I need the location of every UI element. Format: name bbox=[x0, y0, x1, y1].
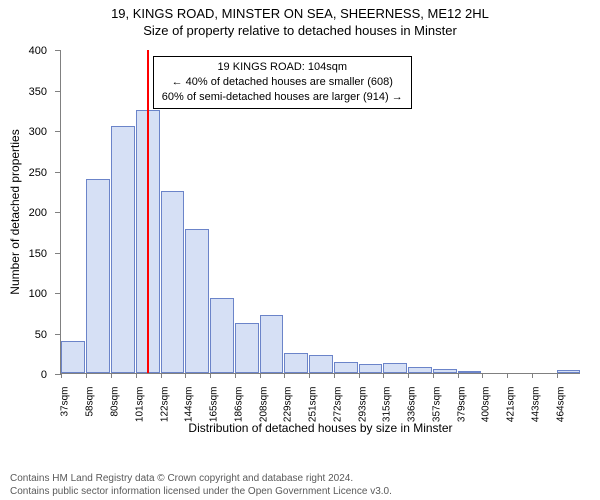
histogram-bar bbox=[359, 364, 383, 373]
y-axis-label: Number of detached properties bbox=[8, 129, 22, 294]
y-tick: 0 bbox=[55, 374, 61, 375]
callout-line: 60% of semi-detached houses are larger (… bbox=[162, 90, 403, 105]
histogram-bar bbox=[408, 367, 432, 373]
histogram-bar bbox=[235, 323, 259, 373]
x-tick bbox=[383, 373, 384, 378]
histogram-bar bbox=[383, 363, 407, 373]
x-tick bbox=[458, 373, 459, 378]
x-tick bbox=[111, 373, 112, 378]
chart-container: 19, KINGS ROAD, MINSTER ON SEA, SHEERNES… bbox=[0, 0, 600, 500]
y-tick-label: 150 bbox=[29, 248, 47, 260]
title-address: 19, KINGS ROAD, MINSTER ON SEA, SHEERNES… bbox=[0, 0, 600, 21]
x-tick bbox=[359, 373, 360, 378]
y-tick-label: 0 bbox=[41, 369, 47, 381]
x-tick bbox=[260, 373, 261, 378]
histogram-bar bbox=[557, 370, 581, 373]
y-tick: 200 bbox=[55, 212, 61, 213]
y-tick: 400 bbox=[55, 50, 61, 51]
x-tick bbox=[557, 373, 558, 378]
histogram-bar bbox=[86, 179, 110, 373]
histogram-bar bbox=[433, 369, 457, 373]
x-tick-label: 421sqm bbox=[506, 387, 517, 423]
histogram-bar bbox=[210, 298, 234, 373]
y-tick: 300 bbox=[55, 131, 61, 132]
x-tick-label: 208sqm bbox=[258, 387, 269, 423]
x-tick bbox=[507, 373, 508, 378]
x-tick-label: 400sqm bbox=[481, 387, 492, 423]
x-tick-label: 186sqm bbox=[233, 387, 244, 423]
y-tick-label: 400 bbox=[29, 45, 47, 57]
histogram-bar bbox=[185, 229, 209, 373]
x-tick-label: 122sqm bbox=[159, 387, 170, 423]
x-tick bbox=[210, 373, 211, 378]
x-tick-label: 464sqm bbox=[555, 387, 566, 423]
x-tick-label: 251sqm bbox=[308, 387, 319, 423]
y-tick-label: 100 bbox=[29, 288, 47, 300]
x-tick bbox=[235, 373, 236, 378]
y-tick: 350 bbox=[55, 91, 61, 92]
x-tick bbox=[482, 373, 483, 378]
histogram-bar bbox=[309, 355, 333, 373]
x-tick-label: 357sqm bbox=[431, 387, 442, 423]
x-tick bbox=[334, 373, 335, 378]
x-tick bbox=[284, 373, 285, 378]
x-tick-label: 379sqm bbox=[456, 387, 467, 423]
y-tick: 250 bbox=[55, 172, 61, 173]
x-tick-label: 315sqm bbox=[382, 387, 393, 423]
footer-line-2: Contains public sector information licen… bbox=[0, 485, 600, 498]
y-tick-label: 300 bbox=[29, 126, 47, 138]
y-tick-label: 200 bbox=[29, 207, 47, 219]
x-tick-label: 58sqm bbox=[85, 387, 96, 417]
x-tick bbox=[161, 373, 162, 378]
x-tick bbox=[433, 373, 434, 378]
histogram-bar bbox=[284, 353, 308, 373]
x-tick bbox=[185, 373, 186, 378]
x-tick bbox=[61, 373, 62, 378]
title-subtitle: Size of property relative to detached ho… bbox=[0, 21, 600, 42]
plot-area: Number of detached properties Distributi… bbox=[60, 50, 580, 374]
x-tick bbox=[309, 373, 310, 378]
x-tick bbox=[136, 373, 137, 378]
y-tick: 100 bbox=[55, 293, 61, 294]
x-tick-label: 101sqm bbox=[134, 387, 145, 423]
callout-box: 19 KINGS ROAD: 104sqm← 40% of detached h… bbox=[153, 56, 412, 109]
histogram-bar bbox=[161, 191, 185, 373]
x-tick-label: 443sqm bbox=[530, 387, 541, 423]
x-tick-label: 165sqm bbox=[209, 387, 220, 423]
histogram-bar bbox=[458, 371, 482, 373]
y-tick: 150 bbox=[55, 253, 61, 254]
histogram-bar bbox=[260, 315, 284, 373]
x-axis-label: Distribution of detached houses by size … bbox=[61, 421, 580, 435]
x-tick bbox=[86, 373, 87, 378]
property-marker-line bbox=[147, 50, 149, 373]
y-tick-label: 50 bbox=[35, 329, 47, 341]
x-tick bbox=[532, 373, 533, 378]
x-tick bbox=[408, 373, 409, 378]
x-tick-label: 80sqm bbox=[110, 387, 121, 417]
x-tick-label: 272sqm bbox=[332, 387, 343, 423]
y-tick: 50 bbox=[55, 334, 61, 335]
callout-line: 19 KINGS ROAD: 104sqm bbox=[162, 60, 403, 75]
y-tick-label: 250 bbox=[29, 167, 47, 179]
callout-line: ← 40% of detached houses are smaller (60… bbox=[162, 75, 403, 90]
x-tick-label: 37sqm bbox=[60, 387, 71, 417]
chart-area: Number of detached properties Distributi… bbox=[0, 42, 600, 438]
y-tick-label: 350 bbox=[29, 86, 47, 98]
x-tick-label: 144sqm bbox=[184, 387, 195, 423]
footer: Contains HM Land Registry data © Crown c… bbox=[0, 472, 600, 498]
x-tick-label: 229sqm bbox=[283, 387, 294, 423]
histogram-bar bbox=[61, 341, 85, 373]
x-tick-label: 336sqm bbox=[407, 387, 418, 423]
histogram-bar bbox=[111, 126, 135, 373]
x-tick-label: 293sqm bbox=[357, 387, 368, 423]
histogram-bar bbox=[334, 362, 358, 373]
footer-line-1: Contains HM Land Registry data © Crown c… bbox=[0, 472, 600, 485]
